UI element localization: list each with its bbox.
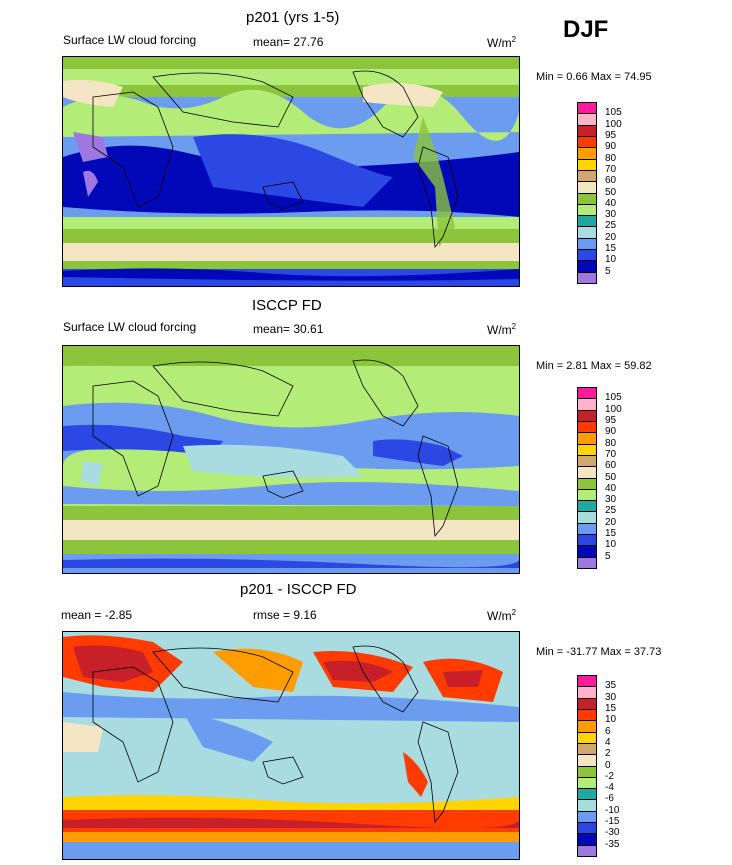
colorbar-tick-label: 70 (605, 163, 617, 175)
panel1-title: p201 (yrs 1-5) (246, 9, 340, 26)
colorbar-tick-label: -15 (605, 816, 620, 828)
colorbar-tick-label: 80 (605, 152, 617, 164)
panel2-title: ISCCP FD (252, 297, 322, 314)
panel3-mean: mean = -2.85 (61, 608, 132, 622)
colorbar-tick-label: 105 (605, 107, 622, 119)
colorbar-tick-label: 25 (605, 505, 617, 517)
panel1-units: W/m2 (487, 35, 517, 50)
colorbar-tick-label: 80 (605, 437, 617, 449)
colorbar-tick-label: 30 (605, 691, 617, 703)
panel2-min-value: 2.81 (566, 360, 588, 372)
panel3-mean-value: -2.85 (104, 608, 133, 622)
colorbar-tick-label: 40 (605, 197, 617, 209)
panel3-max-label: Max = (600, 646, 631, 658)
colorbar-tick-label: 15 (605, 243, 617, 255)
panel1-mean-value: 27.76 (293, 35, 324, 49)
colorbar-tick-label: 30 (605, 209, 617, 221)
panel1-map (62, 56, 520, 287)
colorbar-tick-label: 30 (605, 494, 617, 506)
panel1-colorbar: 105 100 95 90 80 70 60 50 40 30 25 20 15 10 5 (577, 102, 657, 284)
panel2-colorbar: 105 100 95 90 80 70 60 50 40 30 25 20 15 10 5 (577, 387, 657, 569)
panel2-mean-label: mean= (253, 322, 291, 336)
colorbar-tick-label: 15 (605, 702, 617, 714)
panel2-max-label: Max = (590, 360, 622, 372)
colorbar-tick-label: 95 (605, 414, 617, 426)
colorbar-tick-label: 60 (605, 175, 617, 187)
colorbar-tick-label: -10 (605, 804, 620, 816)
panel1-map-svg (63, 57, 519, 286)
colorbar-tick-label: -4 (605, 782, 614, 794)
panel1-minmax: Min = 0.66 Max = 74.95 (536, 71, 652, 83)
colorbar-tick-label: 35 (605, 680, 617, 692)
colorbar-tick-label: 60 (605, 460, 617, 472)
panel2-map (62, 345, 520, 574)
panel2-units: W/m2 (487, 322, 517, 337)
colorbar-tick-label: 10 (605, 714, 617, 726)
colorbar-tick-label: 70 (605, 448, 617, 460)
panel2-map-svg (63, 346, 519, 573)
panel3-title: p201 - ISCCP FD (240, 581, 357, 598)
panel3-rmse-value: 9.16 (293, 608, 317, 622)
panel3-units: W/m2 (487, 608, 517, 623)
colorbar-swatch (577, 556, 597, 569)
panel3-minmax: Min = -31.77 Max = 37.73 (536, 646, 661, 658)
panel3-min-value: -31.77 (566, 646, 598, 658)
panel1-mean: mean= 27.76 (253, 35, 323, 49)
panel2-max-value: 59.82 (624, 360, 652, 372)
panel1-mean-label: mean= (253, 35, 291, 49)
panel3-rmse: rmse = 9.16 (253, 608, 317, 622)
panel3-map (62, 631, 520, 860)
panel2-mean-value: 30.61 (293, 322, 324, 336)
panel3-min-label: Min = (536, 646, 564, 658)
panel1-max-value: 74.95 (624, 71, 652, 83)
colorbar-tick-label: -30 (605, 827, 620, 839)
colorbar-tick-label: 40 (605, 482, 617, 494)
panel2-min-label: Min = (536, 360, 564, 372)
panel3-colorbar: 35 30 15 10 6 4 2 0 -2 -4 -6 -10 -15 -30 -35 (577, 675, 657, 857)
colorbar-tick-label: 100 (605, 403, 622, 415)
colorbar-tick-label: 5 (605, 265, 611, 277)
colorbar-tick-label: 90 (605, 141, 617, 153)
colorbar-tick-label: 5 (605, 550, 611, 562)
colorbar-tick-label: 20 (605, 516, 617, 528)
panel1-max-label: Max = (590, 71, 622, 83)
colorbar-tick-label: 2 (605, 748, 611, 760)
colorbar-tick-label: 25 (605, 220, 617, 232)
panel2-field-label: Surface LW cloud forcing (63, 320, 197, 334)
colorbar-tick-label: 95 (605, 129, 617, 141)
panel3-mean-label: mean = (61, 608, 102, 622)
panel3-rmse-label: rmse = (253, 608, 291, 622)
panel2-mean: mean= 30.61 (253, 322, 323, 336)
colorbar-tick-label: 10 (605, 254, 617, 266)
colorbar-tick-label: 105 (605, 392, 622, 404)
colorbar-tick-label: 20 (605, 231, 617, 243)
colorbar-tick-label: -6 (605, 793, 614, 805)
panel1-min-label: Min = (536, 71, 564, 83)
colorbar-tick-label: 90 (605, 426, 617, 438)
colorbar-tick-label: 10 (605, 539, 617, 551)
colorbar-tick-label: 0 (605, 759, 611, 771)
colorbar-swatch (577, 271, 597, 284)
panel1-field-label: Surface LW cloud forcing (63, 33, 197, 47)
colorbar-tick-label: 50 (605, 186, 617, 198)
colorbar-tick-label: 6 (605, 725, 611, 737)
colorbar-tick-label: 50 (605, 471, 617, 483)
colorbar-tick-label: -2 (605, 770, 614, 782)
colorbar-tick-label: 15 (605, 528, 617, 540)
colorbar-tick-label: 100 (605, 118, 622, 130)
colorbar-swatch (577, 844, 597, 857)
panel1-min-value: 0.66 (566, 71, 588, 83)
colorbar-tick-label: 4 (605, 736, 611, 748)
season-label: DJF (563, 16, 609, 43)
panel3-max-value: 37.73 (633, 646, 662, 658)
panel2-minmax: Min = 2.81 Max = 59.82 (536, 360, 652, 372)
panel3-map-svg (63, 632, 519, 859)
colorbar-tick-label: -35 (605, 838, 620, 850)
